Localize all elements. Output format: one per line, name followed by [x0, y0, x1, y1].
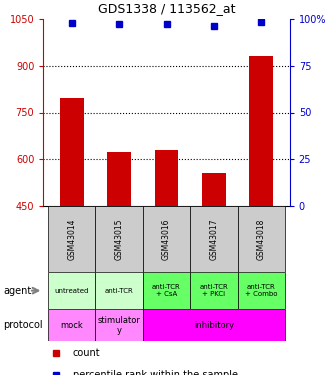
FancyBboxPatch shape: [96, 272, 143, 309]
FancyBboxPatch shape: [48, 272, 96, 309]
FancyBboxPatch shape: [48, 309, 96, 341]
FancyBboxPatch shape: [96, 309, 143, 341]
Text: anti-TCR
+ CsA: anti-TCR + CsA: [152, 284, 181, 297]
Text: inhibitory: inhibitory: [194, 321, 234, 330]
Text: anti-TCR
+ PKCi: anti-TCR + PKCi: [199, 284, 228, 297]
Bar: [155, 150, 178, 206]
FancyBboxPatch shape: [190, 206, 237, 272]
FancyBboxPatch shape: [143, 309, 285, 341]
Text: GSM43017: GSM43017: [209, 218, 218, 260]
Text: GSM43018: GSM43018: [257, 218, 266, 260]
Bar: [202, 173, 226, 206]
Bar: [249, 56, 273, 206]
FancyBboxPatch shape: [48, 206, 96, 272]
Title: GDS1338 / 113562_at: GDS1338 / 113562_at: [98, 2, 235, 15]
Text: agent: agent: [3, 286, 32, 296]
Text: GSM43014: GSM43014: [67, 218, 76, 260]
Text: count: count: [73, 348, 101, 357]
Text: mock: mock: [60, 321, 83, 330]
FancyBboxPatch shape: [237, 206, 285, 272]
Text: protocol: protocol: [3, 320, 43, 330]
Text: GSM43015: GSM43015: [115, 218, 124, 260]
FancyBboxPatch shape: [143, 206, 190, 272]
Text: GSM43016: GSM43016: [162, 218, 171, 260]
Text: untreated: untreated: [55, 288, 89, 294]
Text: stimulator
y: stimulator y: [98, 316, 141, 335]
FancyBboxPatch shape: [190, 272, 237, 309]
FancyBboxPatch shape: [96, 206, 143, 272]
Text: anti-TCR
+ Combo: anti-TCR + Combo: [245, 284, 277, 297]
Bar: [60, 99, 84, 206]
Text: percentile rank within the sample: percentile rank within the sample: [73, 370, 238, 375]
Text: anti-TCR: anti-TCR: [105, 288, 134, 294]
Bar: [107, 152, 131, 206]
FancyBboxPatch shape: [237, 272, 285, 309]
FancyBboxPatch shape: [143, 272, 190, 309]
